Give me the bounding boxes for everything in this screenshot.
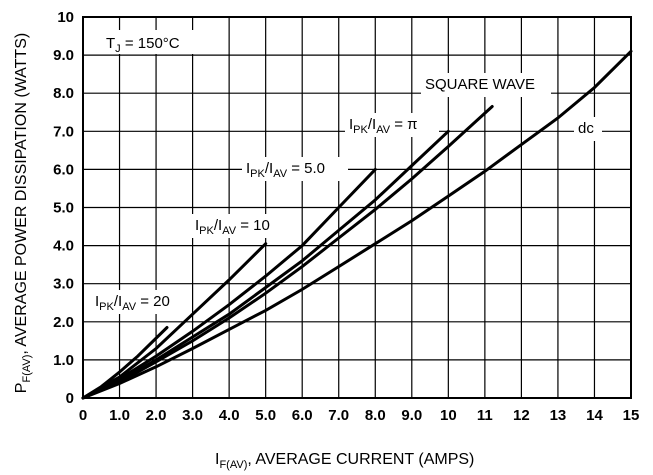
series-labels: IPK/IAV = 20 IPK/IAV = 10 IPK/IAV = 5.0 IPK…	[91, 73, 602, 314]
x-tick-label: 2.0	[146, 407, 167, 424]
series-line-1	[81, 242, 268, 400]
series-label-bg	[191, 214, 287, 238]
y-tick-label: 6.0	[53, 161, 74, 178]
x-tick-label: 15	[623, 407, 640, 424]
y-tick-label: 5.0	[53, 200, 74, 217]
x-axis-title: IF(AV), AVERAGE CURRENT (AMPS)	[215, 451, 474, 471]
condition-bg	[100, 30, 204, 54]
x-tick-label: 14	[586, 407, 603, 424]
x-tick-label: 11	[477, 407, 493, 424]
series-label-4: SQUARE WAVE	[425, 76, 535, 93]
series-label-bg	[574, 117, 602, 141]
series-label-0: IPK/IAV = 20	[95, 293, 170, 313]
y-tick-label: 4.0	[53, 238, 74, 255]
x-tick-label: 4.0	[219, 407, 240, 424]
x-tick-label: 10	[440, 407, 457, 424]
y-tick-label: 1.0	[53, 352, 74, 369]
x-tick-label: 6.0	[292, 407, 313, 424]
condition-label: TJ = 150°C	[106, 35, 180, 55]
series-label-3: IPK/IAV = π	[349, 116, 418, 136]
tick-labels: 0 1.0 2.0 3.0 4.0 5.0 6.0 7.0 8.0 9.0 10 11 12 13 14 15…	[53, 9, 639, 424]
series-label-bg	[345, 113, 439, 137]
x-tick-label: 1.0	[109, 407, 130, 424]
y-axis-title: PF(AV), AVERAGE POWER DISSIPATION (WATTS…	[13, 33, 33, 393]
y-tick-label: 10	[57, 9, 74, 26]
x-tick-label: 12	[513, 407, 530, 424]
x-tick-label: 7.0	[328, 407, 349, 424]
y-tick-label: 2.0	[53, 314, 74, 331]
y-tick-label: 8.0	[53, 85, 74, 102]
series-label-bg	[242, 157, 348, 181]
plot-frame	[82, 16, 632, 399]
x-tick-label: 13	[550, 407, 567, 424]
series-line-4	[81, 105, 494, 400]
y-tick-label: 0	[66, 390, 74, 407]
curves	[81, 49, 633, 400]
y-tick-label: 7.0	[53, 123, 74, 140]
x-tick-label: 9.0	[401, 407, 422, 424]
x-tick-label: 8.0	[365, 407, 386, 424]
x-tick-label: 3.0	[182, 407, 203, 424]
series-label-2: IPK/IAV = 5.0	[246, 160, 325, 180]
series-label-bg	[91, 290, 187, 314]
series-label-1: IPK/IAV = 10	[195, 217, 270, 237]
series-label-bg	[421, 73, 551, 97]
x-tick-label: 0	[79, 407, 87, 424]
series-label-5: dc	[578, 120, 594, 137]
y-tick-label: 9.0	[53, 47, 74, 64]
x-tick-label: 5.0	[255, 407, 276, 424]
series-line-2	[81, 167, 377, 400]
y-tick-label: 3.0	[53, 276, 74, 293]
series-line-5	[81, 49, 633, 400]
